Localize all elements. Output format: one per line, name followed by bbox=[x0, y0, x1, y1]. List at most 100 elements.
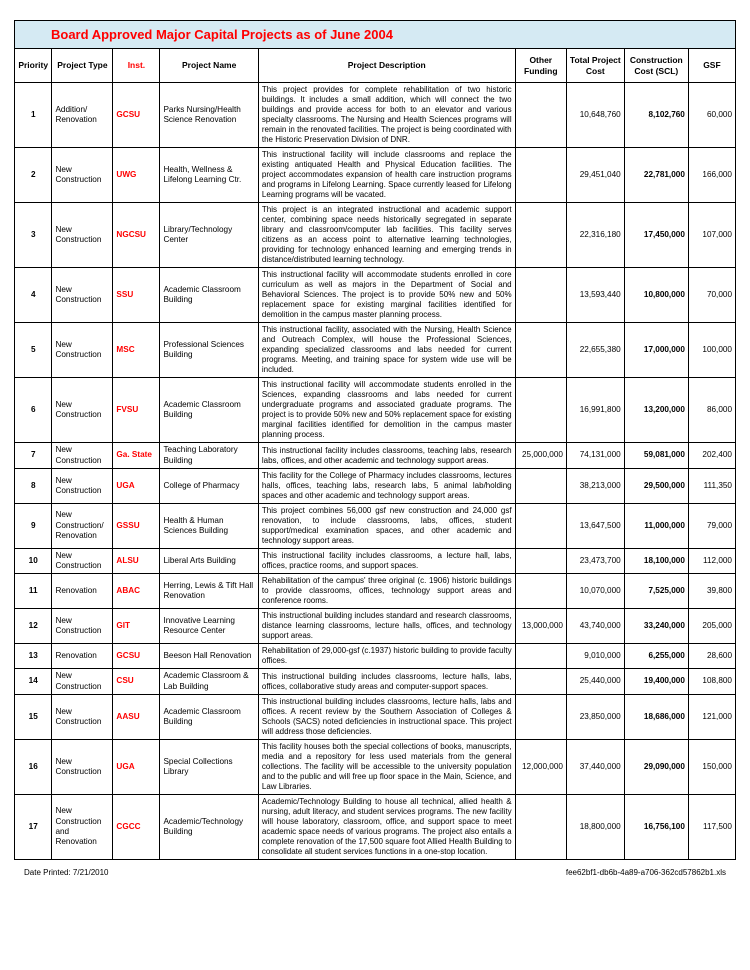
date-printed: Date Printed: 7/21/2010 bbox=[24, 868, 109, 877]
cell-total: 43,740,000 bbox=[566, 609, 624, 644]
cell-desc: This instructional building includes cla… bbox=[258, 694, 515, 739]
cell-gsf: 108,800 bbox=[688, 669, 735, 695]
cell-type: New Construction bbox=[52, 609, 113, 644]
cell-const: 33,240,000 bbox=[624, 609, 688, 644]
cell-gsf: 150,000 bbox=[688, 739, 735, 794]
cell-other bbox=[515, 548, 566, 574]
cell-total: 13,593,440 bbox=[566, 268, 624, 323]
cell-total: 13,647,500 bbox=[566, 503, 624, 548]
cell-priority: 9 bbox=[15, 503, 52, 548]
cell-gsf: 39,800 bbox=[688, 574, 735, 609]
cell-desc: This instructional building includes cla… bbox=[258, 669, 515, 695]
cell-gsf: 205,000 bbox=[688, 609, 735, 644]
cell-inst: CGCC bbox=[113, 794, 160, 859]
cell-name: Academic Classroom Building bbox=[160, 268, 258, 323]
cell-desc: This instructional facility will include… bbox=[258, 148, 515, 203]
cell-name: Liberal Arts Building bbox=[160, 548, 258, 574]
cell-const: 6,255,000 bbox=[624, 644, 688, 669]
col-gsf: GSF bbox=[688, 49, 735, 83]
table-row: 12New ConstructionGITInnovative Learning… bbox=[15, 609, 736, 644]
cell-name: Parks Nursing/Health Science Renovation bbox=[160, 83, 258, 148]
cell-const: 29,090,000 bbox=[624, 739, 688, 794]
table-row: 2New ConstructionUWGHealth, Wellness & L… bbox=[15, 148, 736, 203]
page-title: Board Approved Major Capital Projects as… bbox=[14, 20, 736, 48]
cell-priority: 4 bbox=[15, 268, 52, 323]
table-row: 16New ConstructionUGASpecial Collections… bbox=[15, 739, 736, 794]
cell-gsf: 121,000 bbox=[688, 694, 735, 739]
cell-priority: 13 bbox=[15, 644, 52, 669]
cell-desc: This facility houses both the special co… bbox=[258, 739, 515, 794]
cell-priority: 11 bbox=[15, 574, 52, 609]
cell-total: 22,316,180 bbox=[566, 203, 624, 268]
cell-inst: CSU bbox=[113, 669, 160, 695]
cell-other bbox=[515, 644, 566, 669]
col-other-funding: Other Funding bbox=[515, 49, 566, 83]
cell-desc: This facility for the College of Pharmac… bbox=[258, 468, 515, 503]
cell-inst: ALSU bbox=[113, 548, 160, 574]
table-row: 14New ConstructionCSUAcademic Classroom … bbox=[15, 669, 736, 695]
cell-const: 17,000,000 bbox=[624, 323, 688, 378]
cell-name: Innovative Learning Resource Center bbox=[160, 609, 258, 644]
cell-total: 16,991,800 bbox=[566, 378, 624, 443]
cell-gsf: 117,500 bbox=[688, 794, 735, 859]
table-row: 9New Construction/ RenovationGSSUHealth … bbox=[15, 503, 736, 548]
col-total-cost: Total Project Cost bbox=[566, 49, 624, 83]
cell-type: New Construction bbox=[52, 378, 113, 443]
cell-priority: 5 bbox=[15, 323, 52, 378]
cell-gsf: 70,000 bbox=[688, 268, 735, 323]
table-row: 6New ConstructionFVSUAcademic Classroom … bbox=[15, 378, 736, 443]
table-header-row: Priority Project Type Inst. Project Name… bbox=[15, 49, 736, 83]
cell-const: 7,525,000 bbox=[624, 574, 688, 609]
col-project-name: Project Name bbox=[160, 49, 258, 83]
cell-priority: 1 bbox=[15, 83, 52, 148]
cell-const: 22,781,000 bbox=[624, 148, 688, 203]
cell-total: 10,648,760 bbox=[566, 83, 624, 148]
cell-total: 38,213,000 bbox=[566, 468, 624, 503]
cell-priority: 16 bbox=[15, 739, 52, 794]
cell-gsf: 112,000 bbox=[688, 548, 735, 574]
table-row: 1Addition/ RenovationGCSUParks Nursing/H… bbox=[15, 83, 736, 148]
cell-desc: This instructional facility includes cla… bbox=[258, 548, 515, 574]
cell-const: 19,400,000 bbox=[624, 669, 688, 695]
table-row: 13RenovationGCSUBeeson Hall RenovationRe… bbox=[15, 644, 736, 669]
cell-name: Special Collections Library bbox=[160, 739, 258, 794]
cell-other bbox=[515, 323, 566, 378]
cell-inst: GSSU bbox=[113, 503, 160, 548]
cell-name: Teaching Laboratory Building bbox=[160, 443, 258, 469]
cell-const: 18,686,000 bbox=[624, 694, 688, 739]
cell-type: New Construction bbox=[52, 468, 113, 503]
cell-priority: 6 bbox=[15, 378, 52, 443]
cell-name: Health, Wellness & Lifelong Learning Ctr… bbox=[160, 148, 258, 203]
cell-const: 29,500,000 bbox=[624, 468, 688, 503]
col-priority: Priority bbox=[15, 49, 52, 83]
cell-total: 23,850,000 bbox=[566, 694, 624, 739]
cell-desc: This instructional facility includes cla… bbox=[258, 443, 515, 469]
cell-priority: 3 bbox=[15, 203, 52, 268]
cell-name: Academic/Technology Building bbox=[160, 794, 258, 859]
page-footer: Date Printed: 7/21/2010 fee62bf1-db6b-4a… bbox=[14, 868, 736, 877]
cell-const: 8,102,760 bbox=[624, 83, 688, 148]
cell-priority: 15 bbox=[15, 694, 52, 739]
table-row: 11RenovationABACHerring, Lewis & Tift Ha… bbox=[15, 574, 736, 609]
cell-desc: Rehabilitation of 29,000-gsf (c.1937) hi… bbox=[258, 644, 515, 669]
cell-desc: This instructional facility will accommo… bbox=[258, 268, 515, 323]
col-project-type: Project Type bbox=[52, 49, 113, 83]
cell-other bbox=[515, 468, 566, 503]
cell-const: 13,200,000 bbox=[624, 378, 688, 443]
cell-desc: This instructional facility will accommo… bbox=[258, 378, 515, 443]
cell-inst: GCSU bbox=[113, 644, 160, 669]
table-row: 4New ConstructionSSUAcademic Classroom B… bbox=[15, 268, 736, 323]
cell-desc: This project provides for complete rehab… bbox=[258, 83, 515, 148]
cell-total: 74,131,000 bbox=[566, 443, 624, 469]
cell-other bbox=[515, 794, 566, 859]
cell-inst: UWG bbox=[113, 148, 160, 203]
cell-inst: UGA bbox=[113, 468, 160, 503]
cell-type: New Construction bbox=[52, 694, 113, 739]
cell-inst: Ga. State bbox=[113, 443, 160, 469]
table-row: 8New ConstructionUGACollege of PharmacyT… bbox=[15, 468, 736, 503]
cell-gsf: 79,000 bbox=[688, 503, 735, 548]
cell-other: 12,000,000 bbox=[515, 739, 566, 794]
cell-total: 29,451,040 bbox=[566, 148, 624, 203]
cell-const: 17,450,000 bbox=[624, 203, 688, 268]
cell-total: 25,440,000 bbox=[566, 669, 624, 695]
